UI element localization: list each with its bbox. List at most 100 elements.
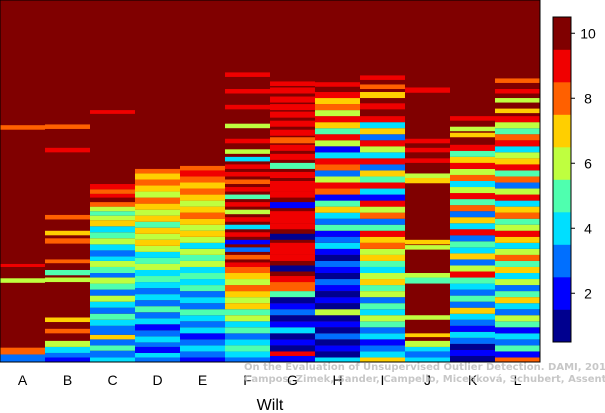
- heatmap-cell-F-31: [225, 149, 270, 154]
- heatmap-cell-H-5: [315, 327, 360, 334]
- heatmap-cell-F-7: [225, 315, 270, 322]
- heatmap-cell-I-44: [360, 75, 405, 80]
- heatmap-cell-D-12: [135, 288, 180, 295]
- heatmap-cell-F-8: [225, 309, 270, 316]
- heatmap-cell-I-27: [360, 194, 405, 201]
- heatmap-cell-C-21: [90, 232, 135, 239]
- heatmap-cell-C-24: [90, 215, 135, 221]
- heatmap-cell-C-8: [90, 307, 135, 314]
- heatmap-cell-G-24: [270, 162, 315, 169]
- heatmap-cell-F-23: [225, 209, 270, 215]
- heatmap-cell-I-23: [360, 218, 405, 225]
- heatmap-cell-L-29: [495, 182, 540, 189]
- heatmap-cell-E-5: [180, 327, 225, 334]
- heatmap-cell-L-15: [495, 266, 540, 274]
- x-tick-L: L: [514, 372, 522, 388]
- heatmap-cell-L-16: [495, 260, 540, 267]
- heatmap-cell-D-5: [135, 330, 180, 337]
- heatmap-cell-G-13: [270, 276, 315, 283]
- heatmap-cell-C-28: [90, 193, 135, 198]
- heatmap-cell-H-31: [315, 170, 360, 177]
- heatmap-cell-F-24: [225, 202, 270, 207]
- heatmap-cell-C-19: [90, 244, 135, 251]
- x-tick-J: J: [424, 372, 431, 388]
- heatmap-cell-G-27: [270, 137, 315, 144]
- heatmap-cell-B-13: [45, 124, 90, 129]
- heatmap-cell-B-4: [45, 328, 90, 334]
- heatmap-cell-F-21: [225, 224, 270, 230]
- heatmap-cell-E-6: [180, 321, 225, 328]
- heatmap-cell-H-42: [315, 104, 360, 111]
- heatmap-cell-J-11: [405, 173, 450, 178]
- heatmap-cell-F-14: [225, 273, 270, 280]
- heatmap-cell-B-12: [45, 147, 90, 153]
- heatmap-cell-K-21: [450, 229, 495, 236]
- heatmap-cell-E-16: [180, 260, 225, 267]
- heatmap-cell-I-33: [360, 158, 405, 165]
- heatmap-cell-F-22: [225, 217, 270, 222]
- heatmap-cell-G-14: [270, 265, 315, 272]
- heatmap-cell-C-0: [90, 357, 135, 362]
- heatmap-cell-E-32: [180, 165, 225, 171]
- heatmap-cell-K-25: [450, 205, 495, 212]
- heatmap-cell-H-7: [315, 315, 360, 322]
- heatmap-cell-E-15: [180, 266, 225, 274]
- heatmap-cell-K-30: [450, 174, 495, 181]
- heatmap-cell-J-3: [405, 340, 450, 347]
- heatmap-cell-F-29: [225, 164, 270, 169]
- heatmap-cell-H-45: [315, 82, 360, 87]
- heatmap-cell-K-33: [450, 156, 495, 163]
- heatmap-cell-H-36: [315, 140, 360, 147]
- heatmap-cell-I-39: [360, 122, 405, 129]
- heatmap-cell-H-10: [315, 297, 360, 304]
- heatmap-cell-F-9: [225, 303, 270, 310]
- heatmap-cell-D-25: [135, 209, 180, 216]
- heatmap-cell-D-2: [135, 346, 180, 353]
- heatmap-cell-B-6: [45, 277, 90, 283]
- heatmap-cell-K-16: [450, 259, 495, 266]
- heatmap-cell-I-37: [360, 134, 405, 141]
- heatmap-cell-I-8: [360, 309, 405, 316]
- heatmap-cell-C-14: [90, 273, 135, 278]
- heatmap-cell-H-18: [315, 248, 360, 255]
- heatmap-cell-I-42: [360, 92, 405, 99]
- heatmap-cell-H-22: [315, 224, 360, 231]
- heatmap-cell-K-6: [450, 319, 495, 326]
- heatmap-cell-L-37: [495, 134, 540, 141]
- heatmap-cell-E-13: [180, 279, 225, 286]
- x-tick-C: C: [107, 372, 117, 388]
- heatmap-cell-L-17: [495, 254, 540, 261]
- citation-watermark: On the Evaluation of Unsupervised Outlie…: [244, 362, 605, 385]
- heatmap-cell-C-5: [90, 325, 135, 335]
- heatmap-cell-K-7: [450, 313, 495, 320]
- heatmap-cell-C-12: [90, 283, 135, 290]
- heatmap-cell-H-32: [315, 164, 360, 171]
- heatmap-cell-E-3: [180, 339, 225, 346]
- heatmap-cell-L-33: [495, 158, 540, 165]
- heatmap-cell-K-23: [450, 217, 495, 224]
- heatmap-cell-I-15: [360, 266, 405, 274]
- heatmap-cell-B-7: [45, 269, 90, 276]
- heatmap-cell-H-23: [315, 218, 360, 225]
- colorbar-tick-label-10: 10: [580, 25, 596, 41]
- heatmap-cell-J-14: [405, 138, 450, 144]
- heatmap-cell-E-24: [180, 212, 225, 219]
- heatmap-cell-D-19: [135, 245, 180, 252]
- heatmap-cell-L-6: [495, 321, 540, 328]
- heatmap-cell-J-10: [405, 177, 450, 184]
- heatmap-cell-L-39: [495, 122, 540, 129]
- heatmap-cell-I-18: [360, 248, 405, 255]
- heatmap-cell-K-32: [450, 162, 495, 169]
- heatmap-cell-A-1: [0, 347, 45, 355]
- heatmap-cell-J-0: [405, 357, 450, 362]
- heatmap-cell-C-23: [90, 220, 135, 227]
- heatmap-cell-L-24: [495, 212, 540, 219]
- x-axis-title: Wilt: [257, 397, 284, 413]
- heatmap-cell-I-0: [360, 357, 405, 362]
- heatmap-cell-H-33: [315, 158, 360, 165]
- heatmap-cell-I-36: [360, 140, 405, 147]
- heatmap-cell-D-8: [135, 312, 180, 319]
- x-tick-I: I: [381, 372, 385, 388]
- heatmap-cell-H-19: [315, 242, 360, 249]
